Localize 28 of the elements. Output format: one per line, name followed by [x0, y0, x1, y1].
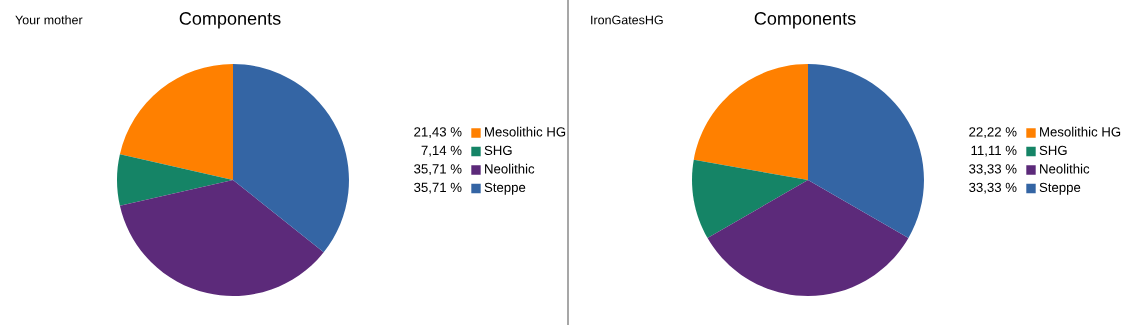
- legend-label: Steppe: [1039, 182, 1081, 195]
- pie-slice: [119, 180, 324, 296]
- data-label: 33,33 %: [969, 182, 1017, 194]
- pie-slice: [119, 64, 233, 180]
- legend-label: Mesolithic HG: [1040, 126, 1121, 137]
- pie-slice: [707, 180, 909, 296]
- chart-title: Components: [754, 12, 856, 29]
- data-label: 21,43 %: [414, 127, 462, 139]
- pie-slice: [117, 154, 233, 206]
- chart-subtitle: IronGatesHG: [591, 15, 663, 25]
- data-label: 7,14 %: [421, 145, 462, 157]
- data-label: 33,33 %: [969, 164, 1017, 176]
- legend-label: Neolithic: [1040, 163, 1090, 174]
- legend-label: Neolithic: [485, 163, 535, 174]
- legend-label: Mesolithic HG: [485, 126, 566, 137]
- pie-slice: [692, 159, 808, 238]
- pie-slice: [233, 64, 349, 253]
- chart-subtitle: Your mother: [15, 15, 83, 25]
- pie-slice: [808, 64, 924, 238]
- data-label: 11,11 %: [971, 145, 1017, 157]
- pie-slice: [693, 64, 808, 180]
- chart-title: Components: [179, 12, 281, 29]
- data-label: 35,71 %: [414, 164, 462, 176]
- legend-label: Steppe: [484, 182, 526, 195]
- legend-label: SHG: [1039, 145, 1067, 156]
- legend-label: SHG: [484, 145, 512, 156]
- data-label: 35,71 %: [414, 182, 462, 194]
- data-label: 22,22 %: [969, 127, 1017, 139]
